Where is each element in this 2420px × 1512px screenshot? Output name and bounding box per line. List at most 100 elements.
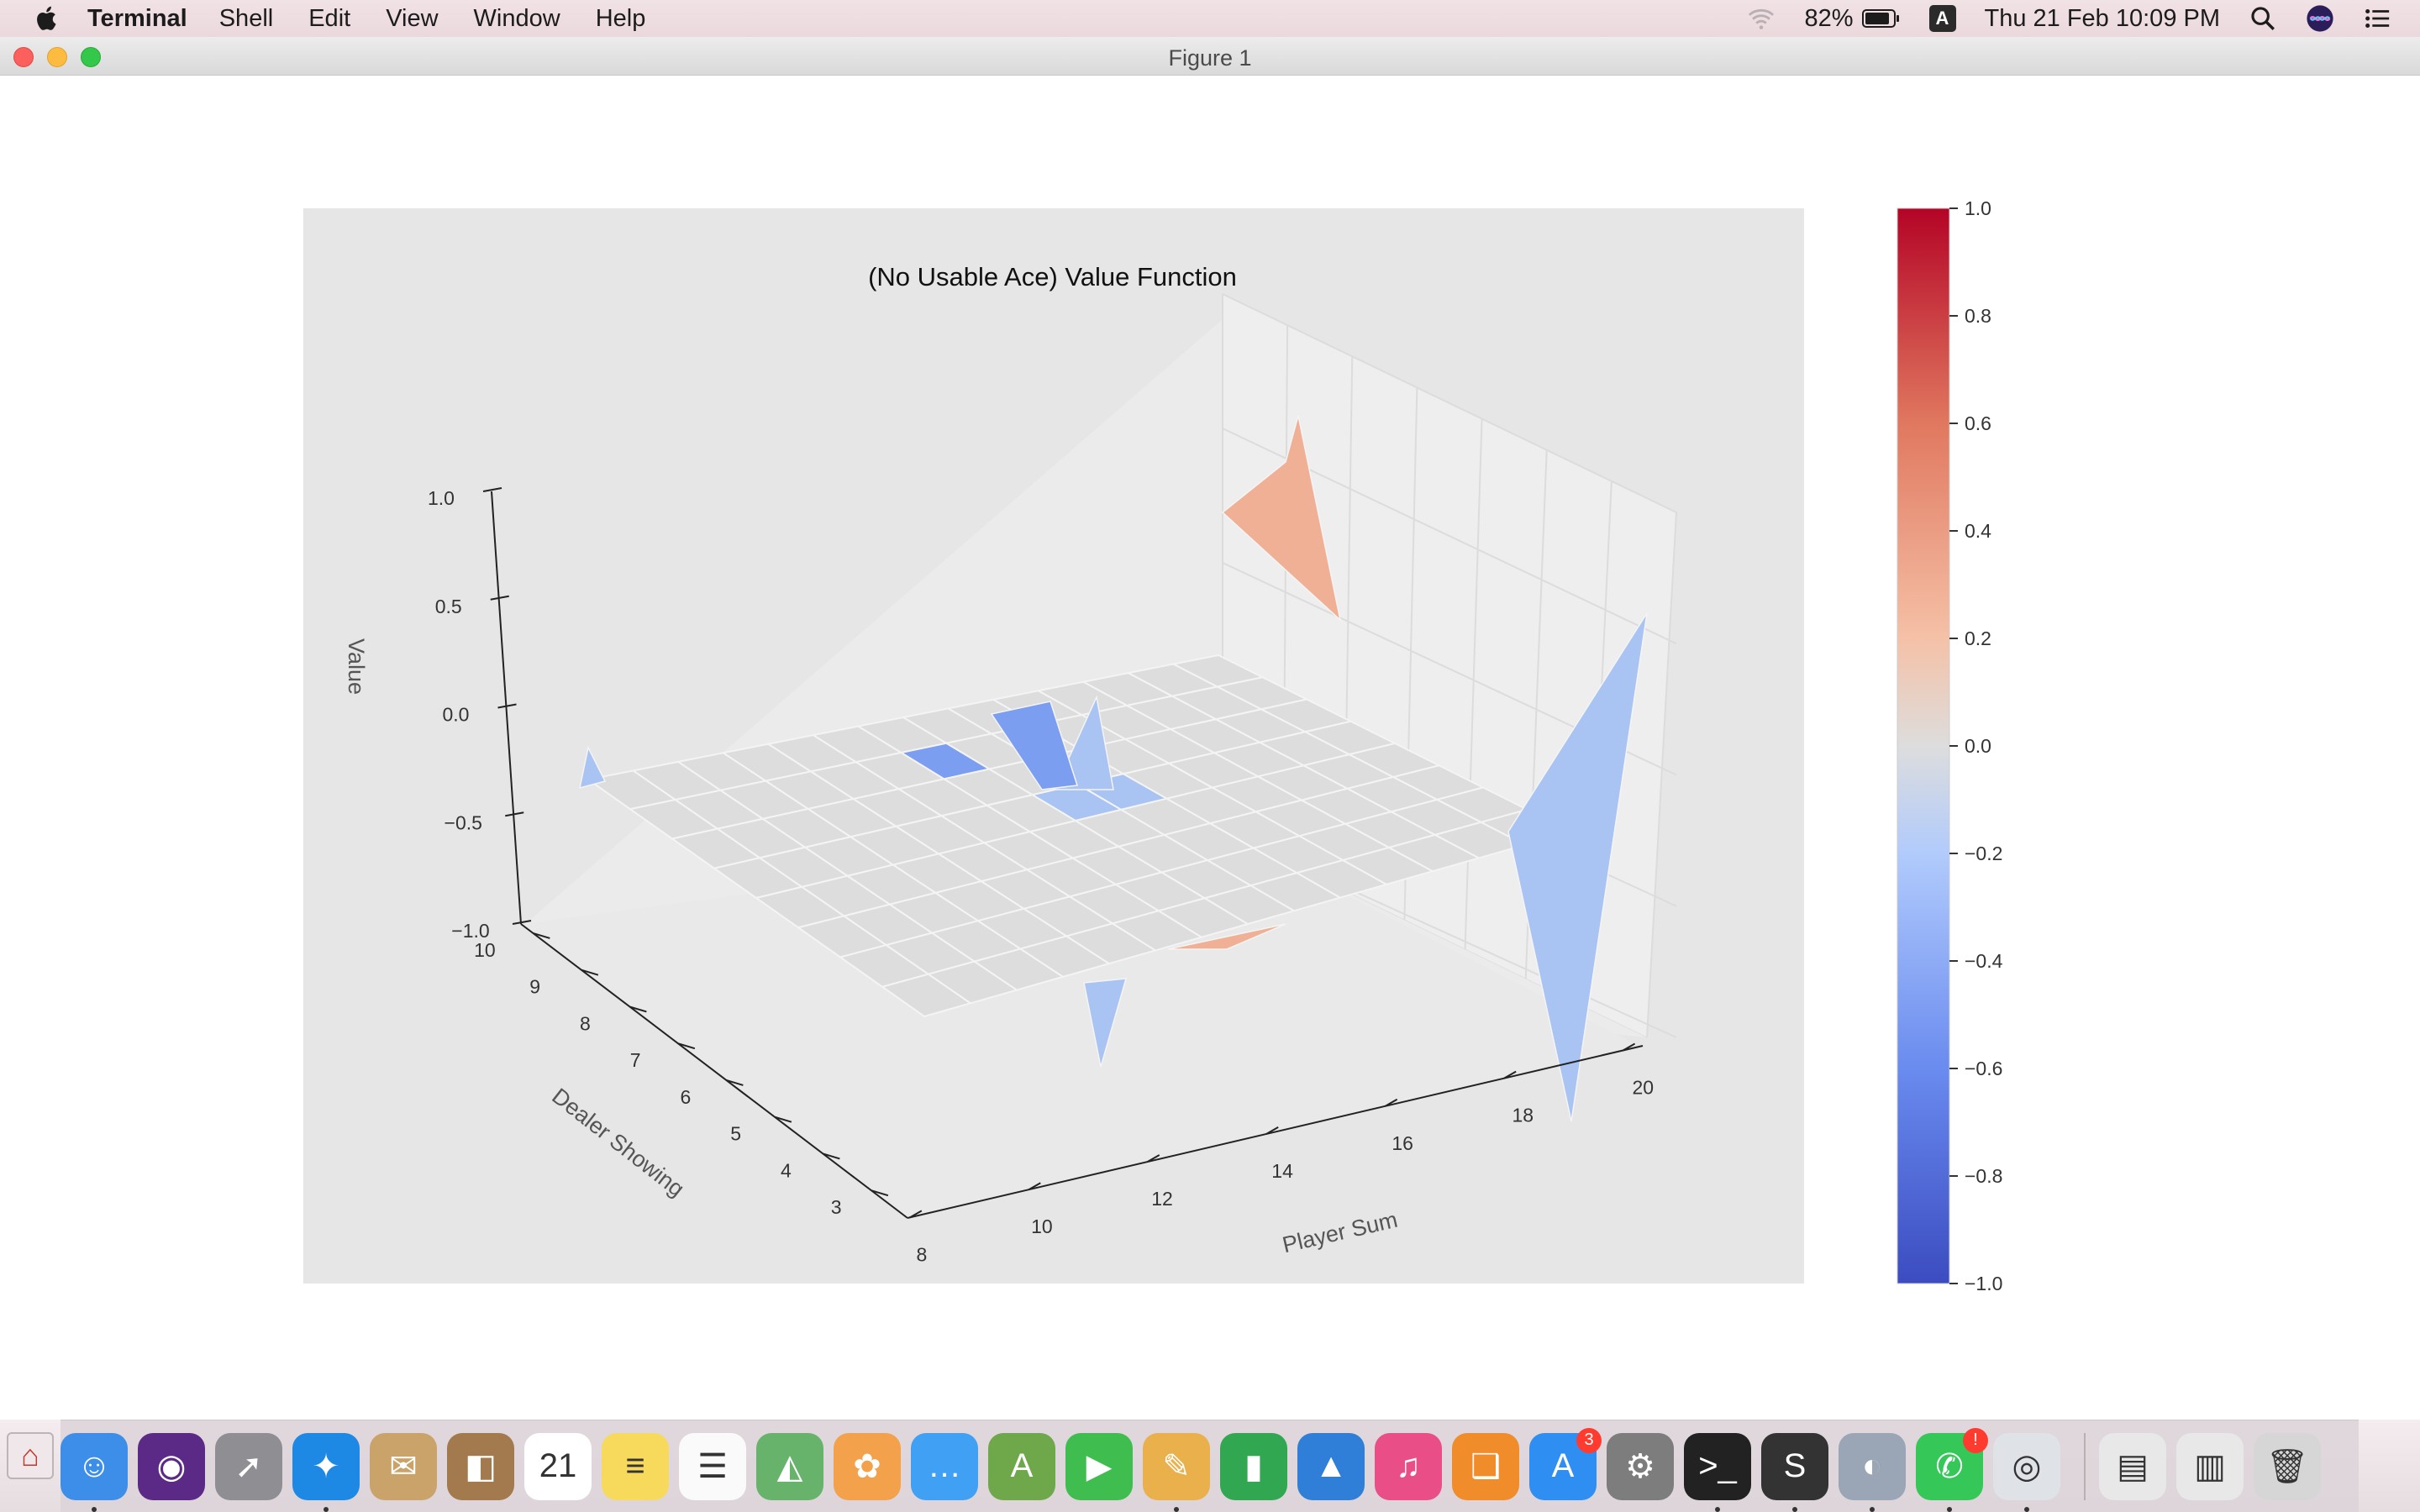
menu-view[interactable]: View: [386, 4, 439, 32]
dock-mail-icon[interactable]: ✉: [370, 1432, 437, 1500]
dock-running-indicator: [1870, 1506, 1875, 1512]
apple-icon[interactable]: [32, 3, 62, 34]
dock-calendar-icon[interactable]: 21: [524, 1432, 592, 1500]
dock-running-indicator: [92, 1506, 97, 1512]
dock-android-studio-icon[interactable]: A: [988, 1432, 1055, 1500]
menu-bar: Terminal Shell Edit View Window Help 82%…: [0, 0, 2420, 37]
colorbar-tick-label: 0.4: [1965, 520, 1991, 542]
window-title: Figure 1: [1168, 45, 1252, 71]
z-tick-label: −0.5: [445, 811, 482, 833]
dock-downloads-stack-icon[interactable]: ▤: [2099, 1432, 2166, 1500]
z-axis-label: Value: [344, 638, 370, 696]
colorbar-tick-label: −0.2: [1965, 843, 2002, 864]
colorbar-tick-label: 0.6: [1965, 412, 1991, 434]
dock-terminal-icon[interactable]: >_: [1684, 1432, 1751, 1512]
dock-books-icon[interactable]: ❑: [1452, 1432, 1519, 1500]
value-surface: [579, 415, 1648, 1122]
player-tick-label: 14: [1271, 1160, 1293, 1182]
dealer-tick-label: 7: [630, 1049, 641, 1071]
surface-spike: [1507, 612, 1648, 1122]
surface-spike: [579, 745, 607, 790]
colorbar-tick-label: −0.8: [1965, 1165, 2002, 1187]
dock-safari-icon[interactable]: ✦: [292, 1432, 360, 1512]
dock-running-indicator: [1715, 1506, 1720, 1512]
window-zoom-button[interactable]: [81, 47, 101, 67]
siri-icon[interactable]: [2306, 4, 2334, 33]
figure-canvas: 1.0 0.5 0.0 −0.5 −1.0 10 9 8 7 6 5 4 3 8 10 12 14 16 18 2…: [0, 76, 2420, 1420]
menu-shell[interactable]: Shell: [218, 4, 274, 32]
dealer-tick-label: 3: [831, 1196, 842, 1218]
colorbar-ticks: 1.0 0.8 0.6 0.4 0.2 0.0 −0.2 −0.4 −0.6 −0.8 −1.0: [1949, 197, 2003, 1294]
colorbar-tick-label: 0.8: [1965, 305, 1991, 327]
dock: ⌂ ☺ ◉ ➚ ✦ ✉ ◧ 21 ≡ ☰ ◭ ✿… A ▶ ✎ ▮ ▲ ♫ ❑ A 3 ⚙ >_ S ◐ ✆! ◎ ▤ ▥ 🗑: [0, 1420, 2420, 1512]
dock-running-indicator: [324, 1506, 329, 1512]
chart-title: (No Usable Ace) Value Function: [868, 262, 1237, 291]
window-close-button[interactable]: [13, 47, 34, 67]
dock-messages-icon[interactable]: …: [911, 1432, 978, 1500]
dealer-tick-label: 8: [580, 1012, 591, 1034]
player-axis: 8 10 12 14 16 18 20: [907, 1042, 1655, 1265]
surface-spike: [1083, 978, 1128, 1068]
dealer-tick-label: 5: [730, 1123, 741, 1145]
colorbar: [1897, 207, 1950, 1284]
player-tick-label: 10: [1031, 1215, 1053, 1237]
notification-center-icon[interactable]: [2363, 4, 2391, 33]
player-tick-label: 20: [1633, 1076, 1655, 1098]
dock-badge: 3: [1576, 1427, 1602, 1453]
wifi-icon[interactable]: [1747, 4, 1776, 33]
dock-notes-icon[interactable]: ≡: [602, 1432, 669, 1500]
z-tick-label: 0.5: [435, 596, 462, 617]
menu-edit[interactable]: Edit: [308, 4, 351, 32]
surface-spike: [1221, 415, 1342, 622]
battery-icon[interactable]: [1861, 8, 1901, 29]
dock-photos-icon[interactable]: ✿: [834, 1432, 901, 1500]
dock-finder-icon[interactable]: ☺: [60, 1432, 128, 1512]
window-minimize-button[interactable]: [47, 47, 67, 67]
colorbar-tick-label: −1.0: [1965, 1273, 2002, 1294]
dock-badge: !: [1963, 1427, 1988, 1453]
dock-maps-icon[interactable]: ◭: [756, 1432, 823, 1500]
dock-numbers-icon[interactable]: ▮: [1220, 1432, 1287, 1500]
dock-trash-icon[interactable]: 🗑: [2254, 1432, 2321, 1500]
dock-siri-icon[interactable]: ◉: [138, 1432, 205, 1500]
dock-documents-stack-icon[interactable]: ▥: [2176, 1432, 2244, 1500]
dock-running-indicator: [1174, 1506, 1179, 1512]
dealer-tick-label: 10: [474, 939, 496, 961]
player-tick-label: 18: [1512, 1105, 1534, 1126]
surface-spike: [990, 701, 1078, 790]
spotlight-search-icon[interactable]: [2249, 4, 2277, 33]
colorbar-tick-label: 1.0: [1965, 197, 1991, 219]
menu-window[interactable]: Window: [473, 4, 560, 32]
dock-sublime-text-icon[interactable]: S: [1761, 1432, 1828, 1512]
dock-preview-2-icon[interactable]: ◐: [1839, 1432, 1906, 1512]
colorbar-tick-label: −0.6: [1965, 1058, 2002, 1079]
input-source-icon[interactable]: A: [1928, 5, 1956, 32]
dock-contacts-icon[interactable]: ◧: [447, 1432, 514, 1500]
colorbar-tick-label: −0.4: [1965, 950, 2003, 972]
dock-separator: [2084, 1432, 2086, 1500]
dock-running-indicator: [2024, 1506, 2029, 1512]
dock-facetime-icon[interactable]: ▶: [1065, 1432, 1133, 1500]
dock-itunes-icon[interactable]: ♫: [1375, 1432, 1442, 1500]
menubar-clock[interactable]: Thu 21 Feb 10:09 PM: [1984, 4, 2221, 32]
player-tick-label: 8: [916, 1243, 927, 1265]
z-tick-label: −1.0: [451, 920, 489, 942]
dock-whatsapp-icon[interactable]: ✆!: [1916, 1427, 1988, 1512]
dock-keynote-icon[interactable]: ▲: [1297, 1432, 1365, 1500]
surface-spike: [1167, 923, 1286, 950]
z-tick-label: 0.0: [443, 704, 470, 726]
dock-running-indicator: [1792, 1506, 1797, 1512]
dock-home-folder[interactable]: ⌂: [7, 1432, 54, 1479]
dock-reminders-icon[interactable]: ☰: [679, 1432, 746, 1500]
colorbar-tick-label: 0.0: [1965, 735, 1991, 757]
dock-system-preferences-icon[interactable]: ⚙: [1607, 1432, 1674, 1500]
dock-launchpad-icon[interactable]: ➚: [215, 1432, 282, 1500]
dock-chrome-icon[interactable]: ◎: [1993, 1432, 2060, 1512]
menu-help[interactable]: Help: [595, 4, 646, 32]
menu-app-name[interactable]: Terminal: [87, 4, 187, 32]
player-tick-label: 12: [1151, 1188, 1173, 1210]
dock-preview-icon[interactable]: ✎: [1143, 1432, 1210, 1512]
z-axis: 1.0 0.5 0.0 −0.5 −1.0: [428, 487, 532, 942]
window-title-bar[interactable]: Figure 1: [0, 37, 2420, 76]
